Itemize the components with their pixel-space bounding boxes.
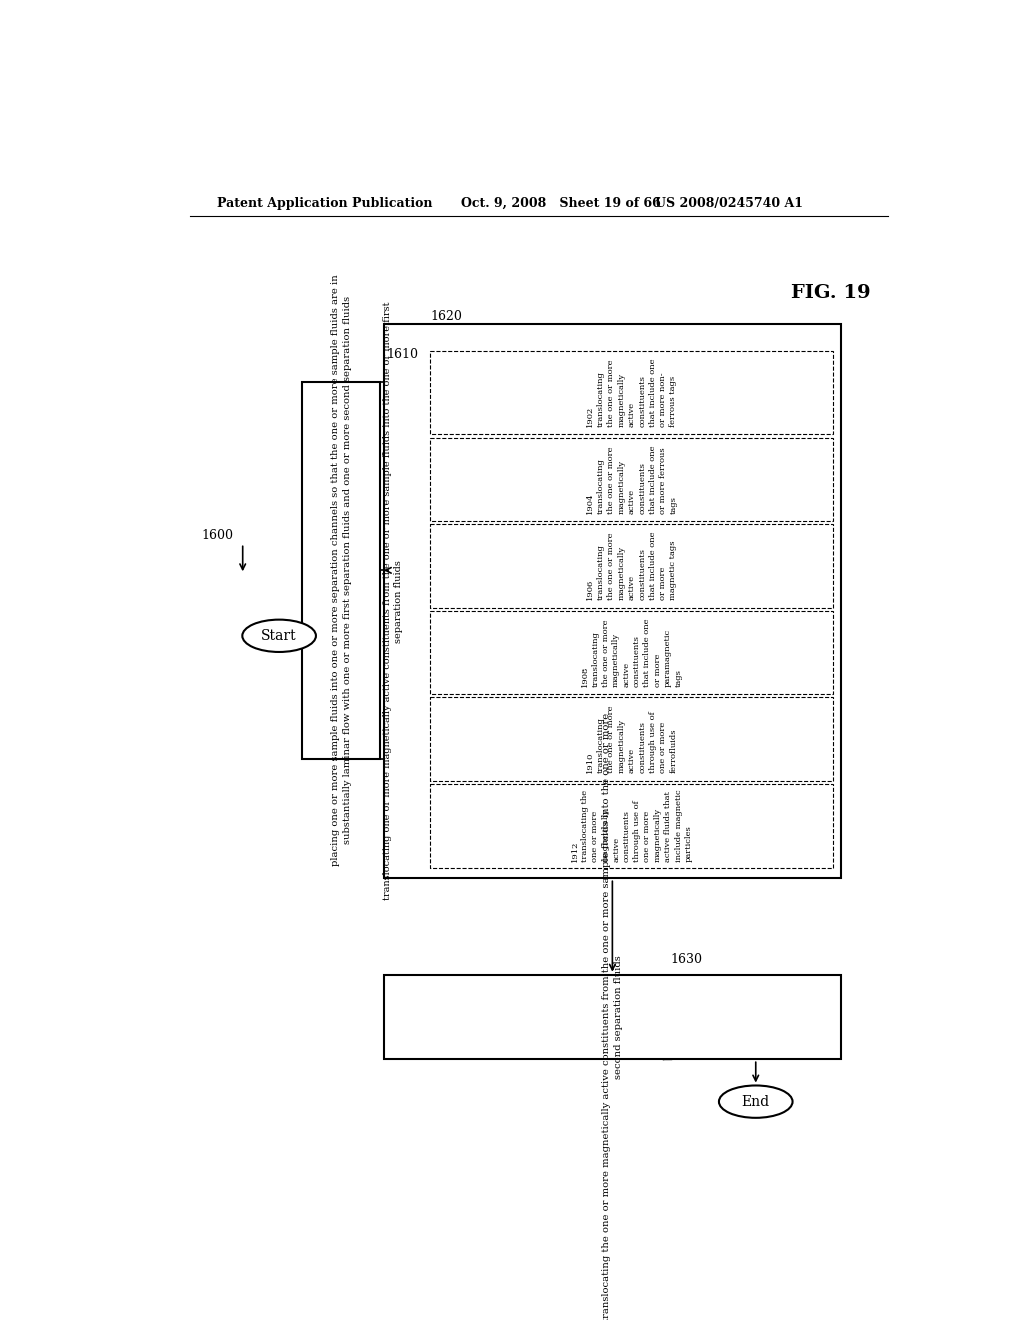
Text: translocating the one or more magnetically active constituents from the one or m: translocating the one or more magnetical…: [602, 713, 623, 1320]
Text: 1908
translocating
the one or more
magnetically
active
constituents
that include: 1908 translocating the one or more magne…: [581, 618, 683, 686]
Bar: [384, 323, 841, 878]
Text: placing one or more sample fluids into one or more separation channels so that t: placing one or more sample fluids into o…: [331, 275, 351, 866]
Text: Oct. 9, 2008   Sheet 19 of 66: Oct. 9, 2008 Sheet 19 of 66: [461, 197, 662, 210]
Text: 1630: 1630: [671, 953, 702, 966]
Text: 1912
translocating the
one or more
magnetically
active
constituents
through use : 1912 translocating the one or more magne…: [570, 789, 693, 862]
Text: translocating one or more magnetically active constituents from the one or more : translocating one or more magnetically a…: [383, 302, 403, 900]
Text: 1610: 1610: [386, 348, 418, 362]
Bar: [430, 697, 834, 781]
Bar: [430, 437, 834, 521]
Bar: [384, 974, 841, 1059]
Bar: [430, 611, 834, 694]
Text: 1902
translocating
the one or more
magnetically
active
constituents
that include: 1902 translocating the one or more magne…: [586, 359, 677, 426]
Text: 1910
translocating
the one or more
magnetically
active
constituents
through use : 1910 translocating the one or more magne…: [586, 705, 677, 774]
Bar: [430, 784, 834, 867]
Bar: [430, 351, 834, 434]
Text: 1600: 1600: [201, 529, 233, 543]
Bar: [302, 381, 380, 759]
Text: 1620: 1620: [430, 310, 462, 323]
Ellipse shape: [719, 1085, 793, 1118]
Text: 1904
translocating
the one or more
magnetically
active
constituents
that include: 1904 translocating the one or more magne…: [586, 445, 677, 513]
Text: Patent Application Publication: Patent Application Publication: [217, 197, 432, 210]
Bar: [430, 524, 834, 607]
Text: US 2008/0245740 A1: US 2008/0245740 A1: [655, 197, 803, 210]
Text: Start: Start: [261, 628, 297, 643]
Text: FIG. 19: FIG. 19: [791, 284, 870, 302]
Ellipse shape: [243, 619, 316, 652]
Text: End: End: [741, 1094, 770, 1109]
Text: 1906
translocating
the one or more
magnetically
active
constituents
that include: 1906 translocating the one or more magne…: [586, 532, 677, 601]
